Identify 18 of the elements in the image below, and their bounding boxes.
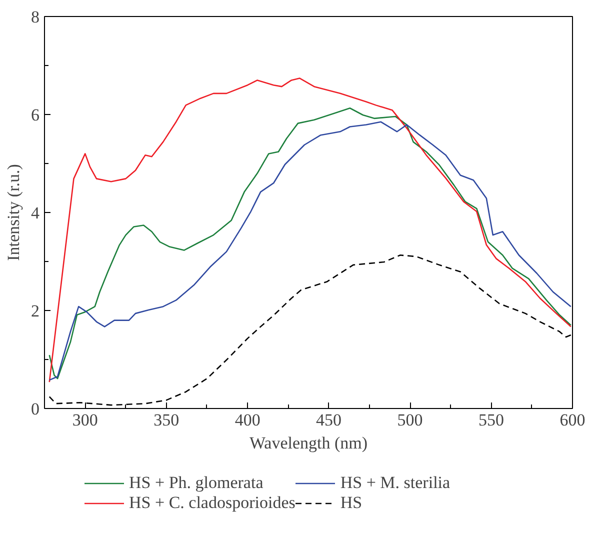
legend-label: HS	[340, 493, 362, 513]
y-tick-label: 6	[31, 106, 40, 124]
x-tick-label: 300	[72, 410, 98, 430]
y-tick-label: 0	[31, 400, 40, 418]
x-tick-label: 600	[560, 410, 586, 430]
y-tick-label: 8	[31, 8, 40, 26]
x-tick-label: 500	[397, 410, 423, 430]
x-axis-title: Wavelength (nm)	[249, 434, 368, 452]
x-tick-label: 550	[478, 410, 504, 430]
x-tick-label: 350	[154, 410, 180, 430]
legend-label: HS + Ph. glomerata	[129, 473, 264, 493]
x-tick-label: 400	[234, 410, 260, 430]
y-tick-label: 2	[31, 302, 40, 320]
legend-label: HS + M. sterilia	[340, 473, 450, 493]
x-tick-label: 450	[316, 410, 342, 430]
legend-label: HS + C. cladosporioides	[129, 493, 296, 513]
y-tick-label: 4	[31, 204, 40, 222]
y-axis-title: Intensity (r.u.)	[4, 164, 23, 261]
